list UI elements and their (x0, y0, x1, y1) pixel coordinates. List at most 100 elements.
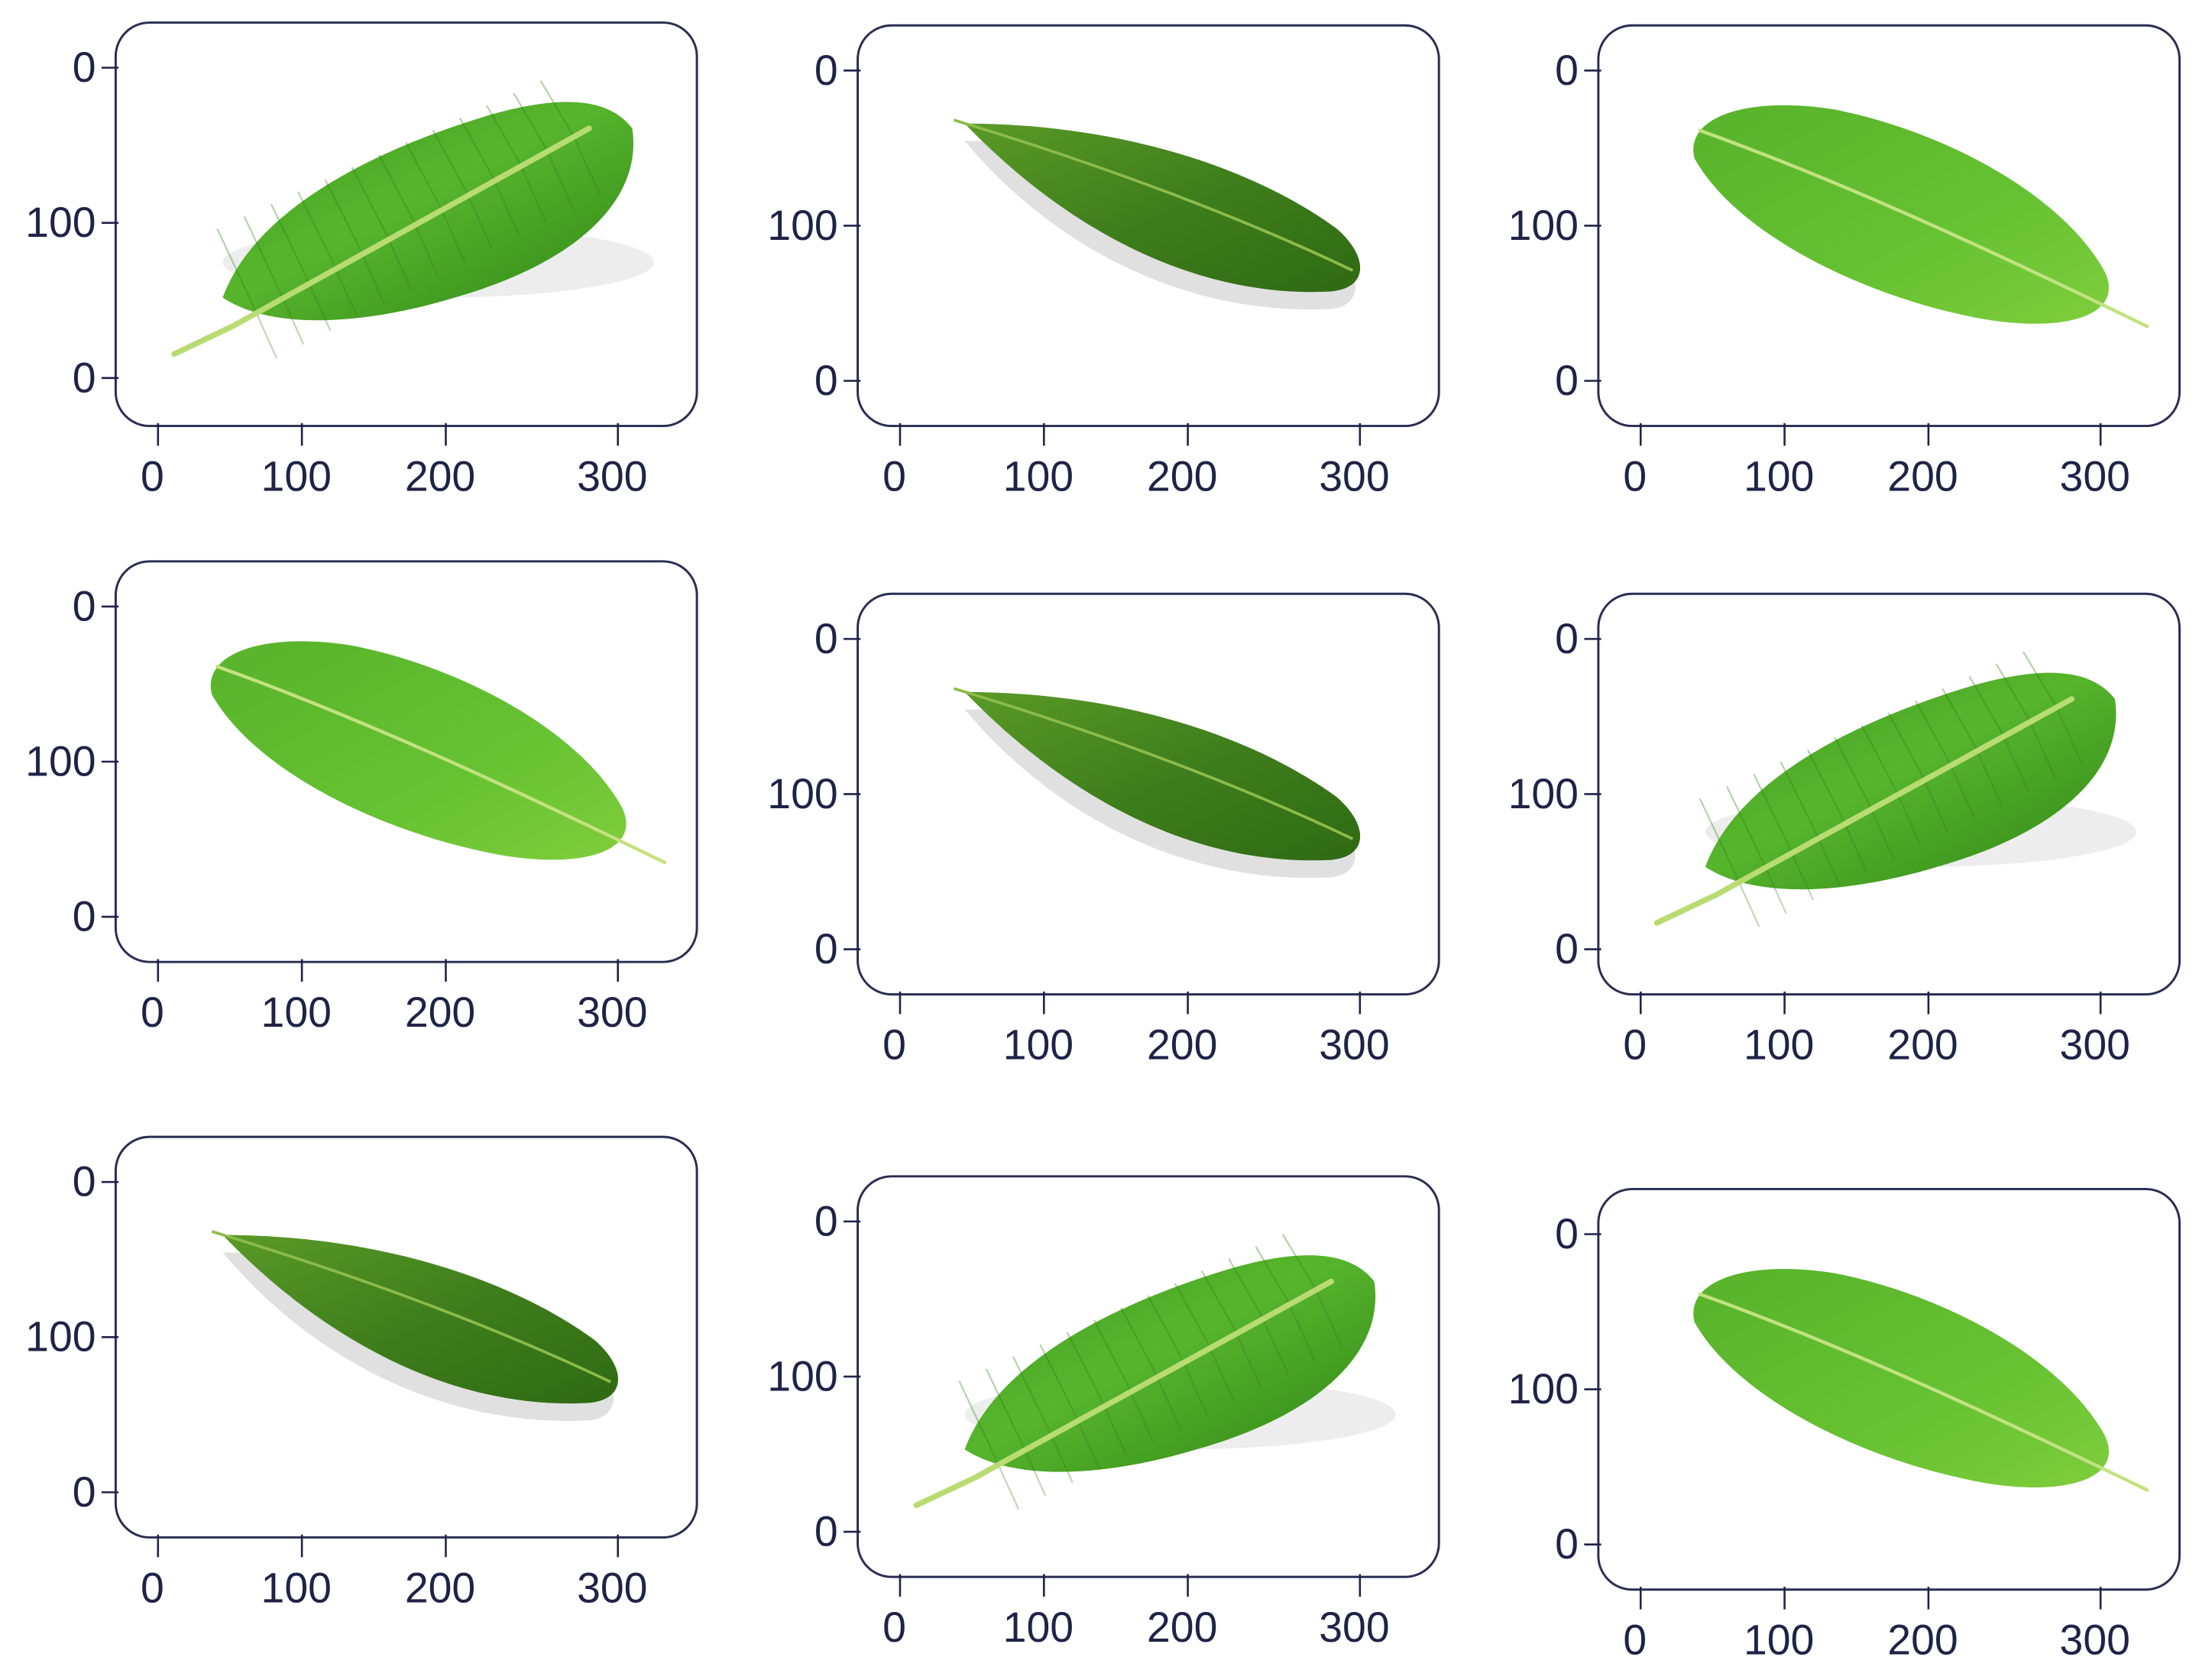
x-tick-label: 100 (1744, 1021, 1814, 1069)
y-tick-label: 0 (73, 44, 96, 91)
leaf-photo-bright (1693, 1268, 2149, 1492)
leaf-photo-dark (953, 687, 1361, 879)
x-tick-label: 200 (1147, 1604, 1217, 1651)
leaf-photo-wide (171, 80, 654, 359)
leaf-midrib (953, 118, 1354, 272)
y-tick-label: 0 (815, 1197, 838, 1244)
leaf-midrib (1698, 128, 2149, 328)
y-tick-label: 0 (1555, 1210, 1579, 1257)
x-tick-label: 0 (141, 989, 164, 1036)
leaf-panel-r2c1: 0 100 0 0 100 200 300 (25, 560, 698, 1036)
x-tick-label: 100 (1003, 1604, 1074, 1651)
leaf-midrib (913, 1278, 1334, 1509)
y-tick-label: 0 (815, 615, 838, 662)
x-tick-label: 200 (1887, 453, 1958, 500)
y-tick-label: 100 (767, 770, 837, 817)
leaf-blade (222, 102, 633, 321)
x-tick-label: 200 (405, 453, 475, 500)
x-tick-label: 100 (1744, 453, 1814, 500)
y-tick-label: 0 (73, 1468, 96, 1516)
x-tick-label: 200 (1887, 1617, 1958, 1664)
y-tick-label: 0 (73, 354, 96, 401)
x-tick-label: 300 (2060, 1021, 2130, 1069)
x-tick-label: 200 (405, 989, 475, 1036)
y-tick-label: 0 (1555, 615, 1579, 662)
y-tick-label: 100 (767, 1352, 837, 1400)
leaf-blade (1705, 672, 2116, 890)
leaf-photo-dark (211, 1230, 618, 1422)
x-tick-label: 200 (1147, 453, 1217, 500)
leaf-photo-bright (210, 641, 666, 865)
y-tick-label: 0 (1555, 357, 1579, 404)
y-tick-label: 0 (73, 893, 96, 940)
x-tick-label: 300 (577, 1564, 647, 1611)
x-tick-label: 200 (405, 1564, 475, 1611)
leaf-photo-wide (913, 1234, 1396, 1510)
x-tick-label: 300 (577, 989, 647, 1036)
leaf-blade (964, 1255, 1376, 1472)
leaf-panel-r1c1: 0 100 0 0 100 200 300 (25, 21, 698, 500)
y-tick-label: 0 (815, 357, 838, 404)
x-tick-label: 300 (1319, 453, 1389, 500)
leaf-midrib (1653, 696, 2075, 926)
y-tick-label: 100 (1508, 202, 1579, 249)
leaf-blade (210, 641, 627, 860)
x-tick-label: 0 (1623, 1021, 1647, 1069)
leaf-panel-r1c2: 0 100 0 0 100 200 300 (767, 24, 1440, 500)
leaf-panel-r3c3: 0 100 0 0 100 200 300 (1508, 1187, 2181, 1664)
x-tick-label: 0 (141, 453, 164, 500)
y-tick-label: 0 (73, 582, 96, 629)
x-tick-label: 0 (1623, 1617, 1647, 1664)
leaf-midrib (211, 1230, 612, 1384)
y-tick-label: 0 (815, 925, 838, 973)
y-tick-label: 100 (1508, 770, 1579, 817)
y-tick-label: 0 (73, 1158, 96, 1206)
leaf-photo-bright (1693, 105, 2149, 328)
x-tick-label: 200 (1887, 1021, 1958, 1069)
y-tick-label: 0 (1555, 925, 1579, 973)
y-tick-label: 0 (815, 47, 838, 94)
leaf-panel-r3c1: 0 100 0 0 100 200 300 (25, 1135, 698, 1611)
x-tick-label: 0 (883, 1604, 906, 1651)
x-tick-label: 100 (261, 1564, 332, 1611)
x-tick-label: 300 (1319, 1021, 1389, 1069)
y-tick-label: 100 (25, 1313, 96, 1361)
leaf-blade (964, 691, 1361, 861)
y-tick-label: 0 (1555, 47, 1579, 94)
x-tick-label: 300 (1319, 1604, 1389, 1651)
x-tick-label: 200 (1147, 1021, 1217, 1069)
x-tick-label: 300 (577, 453, 647, 500)
x-tick-label: 0 (883, 1021, 906, 1069)
leaf-photo-wide (1653, 651, 2137, 927)
leaf-photo-dark (953, 118, 1361, 310)
leaf-blade (1693, 105, 2110, 324)
leaf-panel-r1c3: 0 100 0 0 100 200 300 (1508, 24, 2181, 500)
leaf-midrib (171, 125, 592, 358)
y-tick-label: 0 (1555, 1520, 1579, 1568)
x-tick-label: 100 (1744, 1617, 1814, 1664)
leaf-midrib (215, 665, 666, 865)
x-tick-label: 300 (2060, 453, 2130, 500)
leaf-blade (964, 123, 1361, 293)
x-tick-label: 0 (1623, 453, 1647, 500)
leaf-blade (222, 1235, 618, 1404)
x-tick-label: 300 (2060, 1617, 2130, 1664)
leaf-panel-r3c2: 0 100 0 0 100 200 300 (767, 1175, 1440, 1651)
x-tick-label: 100 (261, 453, 332, 500)
x-tick-label: 0 (883, 453, 906, 500)
x-tick-label: 100 (261, 989, 332, 1036)
y-tick-label: 100 (25, 737, 96, 785)
y-tick-label: 0 (815, 1508, 838, 1555)
y-tick-label: 100 (25, 199, 96, 246)
y-tick-label: 100 (767, 202, 837, 249)
y-tick-label: 100 (1508, 1365, 1579, 1413)
leaf-blade (1693, 1268, 2110, 1487)
leaf-midrib (1698, 1292, 2149, 1492)
x-tick-label: 100 (1003, 1021, 1074, 1069)
leaf-midrib (953, 687, 1354, 840)
x-tick-label: 100 (1003, 453, 1074, 500)
x-tick-label: 0 (141, 1564, 164, 1611)
